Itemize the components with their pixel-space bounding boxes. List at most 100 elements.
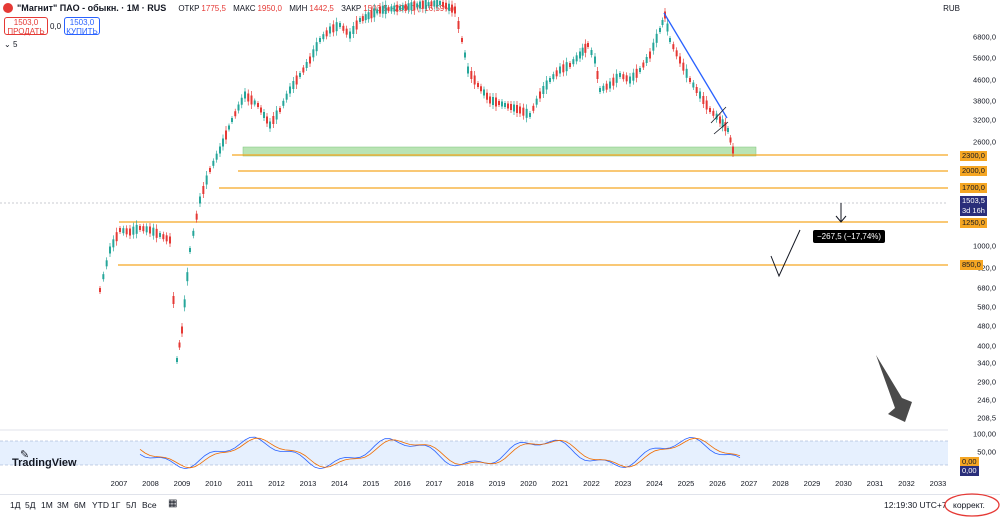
candle-body xyxy=(492,97,494,105)
candle-body xyxy=(195,213,198,220)
candle-body xyxy=(615,73,618,83)
price-axis-label: 290,0 xyxy=(977,377,996,387)
candle-body xyxy=(605,83,608,90)
sell-button[interactable]: 1503,0 ПРОДАТЬ xyxy=(4,17,48,36)
candle-body xyxy=(319,38,321,42)
correction-toggle[interactable]: коррект. xyxy=(953,500,985,510)
year-label: 2018 xyxy=(457,479,474,488)
candle-body xyxy=(115,232,118,242)
timeframe-button[interactable]: Все xyxy=(142,500,157,510)
price-chart[interactable] xyxy=(0,0,948,477)
buy-button[interactable]: 1503,0 КУПИТЬ xyxy=(64,17,100,36)
price-axis-label: 3200,0 xyxy=(973,115,996,125)
candle-body xyxy=(555,70,558,77)
timeframe-button[interactable]: YTD xyxy=(92,500,109,510)
candle-body xyxy=(529,113,531,117)
symbol-title[interactable]: "Магнит" ПАО - обыкн. · 1М · RUS xyxy=(17,3,167,13)
candle-body xyxy=(202,186,205,194)
ohlc-low-key: МИН xyxy=(289,3,308,13)
candle-body xyxy=(545,80,548,90)
candle-body xyxy=(596,71,599,79)
candle-body xyxy=(260,107,262,113)
clock[interactable]: 12:19:30 UTC+7 xyxy=(884,500,947,510)
candle-body xyxy=(535,98,538,105)
candle-body xyxy=(504,103,506,107)
symbol-logo-icon xyxy=(3,3,13,13)
candle-body xyxy=(685,68,688,78)
candle-body xyxy=(507,103,509,109)
candle-body xyxy=(192,230,195,236)
candle-body xyxy=(602,85,605,91)
candle-body xyxy=(250,95,253,105)
candle-body xyxy=(105,260,108,267)
candle-body xyxy=(266,116,268,124)
timeframe-button[interactable]: 6М xyxy=(74,500,86,510)
timeframe-button[interactable]: 3М xyxy=(57,500,69,510)
timeframe-button[interactable]: 5Л xyxy=(126,500,137,510)
candle-body xyxy=(269,121,271,129)
candle-body xyxy=(253,100,256,105)
indicator-count: 5 xyxy=(12,40,18,49)
price-axis-label: 100,00 xyxy=(973,429,996,439)
currency-label[interactable]: RUB xyxy=(943,4,960,13)
timeframe-button[interactable]: 1М xyxy=(41,500,53,510)
candle-body xyxy=(370,10,373,19)
candle-body xyxy=(652,42,655,51)
candle-body xyxy=(275,110,278,120)
big-down-arrow-icon xyxy=(876,355,912,422)
candle-body xyxy=(519,106,521,114)
ohlc-open-value: 1775,5 xyxy=(201,3,226,13)
candle-body xyxy=(302,67,305,73)
candle-body xyxy=(244,91,246,99)
ohlc-close-key: ЗАКР xyxy=(341,3,362,13)
candle-body xyxy=(289,86,291,94)
sell-label: ПРОДАТЬ xyxy=(7,27,45,36)
red-circle-mark xyxy=(944,493,1000,517)
price-axis-label: 480,0 xyxy=(977,321,996,331)
candle-body xyxy=(222,138,224,147)
price-axis-label: 1000,0 xyxy=(973,241,996,251)
price-axis-label: 340,0 xyxy=(977,358,996,368)
price-axis-label: 6800,0 xyxy=(973,32,996,42)
timeframe-button[interactable]: 1Д xyxy=(10,500,21,510)
candle-body xyxy=(102,274,105,280)
draw-tool-icon[interactable]: ✎ xyxy=(20,449,30,461)
candle-body xyxy=(231,118,233,122)
price-axis-label: 4600,0 xyxy=(973,75,996,85)
candle-body xyxy=(228,125,230,130)
candle-body xyxy=(433,0,436,7)
candle-body xyxy=(215,153,218,160)
candle-body xyxy=(575,55,578,62)
candle-body xyxy=(649,51,651,59)
candle-body xyxy=(209,168,211,172)
candle-body xyxy=(659,28,661,32)
time-axis[interactable]: 2007 2008 2009 2010 2011 2012 2013 2014 2015 2016… xyxy=(0,477,950,491)
timeframe-button[interactable]: 1Г xyxy=(111,500,121,510)
candle-body xyxy=(473,75,476,85)
timeframe-button[interactable]: 5Д xyxy=(25,500,36,510)
candle-body xyxy=(145,226,148,233)
candle-body xyxy=(477,83,479,87)
candle-body xyxy=(724,122,727,132)
candle-body xyxy=(139,226,141,230)
candle-body xyxy=(539,91,541,99)
candle-body xyxy=(587,43,589,47)
candle-body xyxy=(322,34,325,40)
year-label: 2033 xyxy=(929,479,947,488)
calendar-icon[interactable]: ▦ xyxy=(168,498,178,509)
candle-body xyxy=(709,108,711,112)
year-label: 2023 xyxy=(614,479,632,488)
price-axis[interactable]: 6800,0 5600,0 4600,0 3800,0 3200,0 2600,0 1000… xyxy=(948,0,1000,495)
candle-body xyxy=(682,62,685,71)
candle-body xyxy=(632,72,635,81)
candle-body xyxy=(205,175,208,185)
candle-body xyxy=(542,86,545,94)
candle-body xyxy=(689,78,691,82)
candle-body xyxy=(234,111,237,117)
price-tag: 0,00 xyxy=(960,466,979,476)
indicators-toggle[interactable]: ⌄ 5 xyxy=(4,40,17,49)
price-axis-label: 50,00 xyxy=(977,447,996,457)
candle-body xyxy=(635,68,638,78)
candle-body xyxy=(599,88,601,92)
candle-body xyxy=(295,75,298,85)
